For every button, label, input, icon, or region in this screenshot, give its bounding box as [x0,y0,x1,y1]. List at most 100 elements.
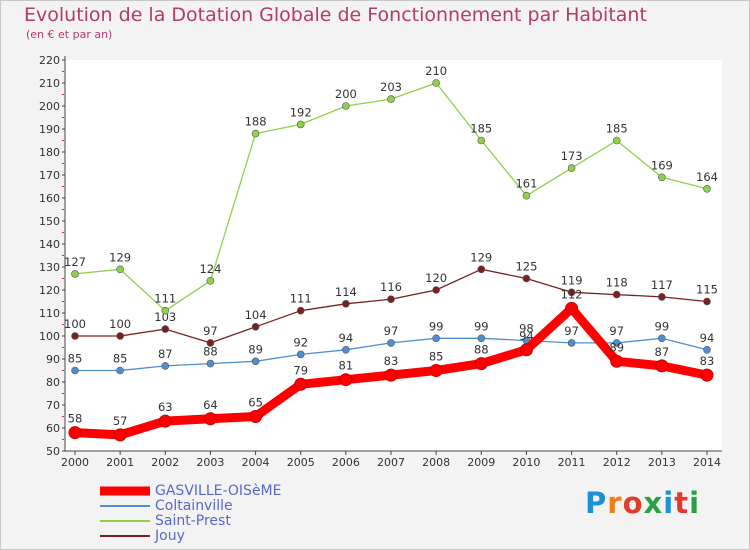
data-point [477,334,486,343]
x-tick-label: 2000 [61,456,89,469]
x-tick-label: 2008 [422,456,450,469]
x-tick-label: 2005 [287,456,315,469]
data-label: 103 [154,310,176,324]
data-label: 164 [696,170,718,184]
data-point [703,297,711,306]
data-point [249,410,263,423]
data-point [71,270,79,278]
data-point [387,339,395,347]
data-label: 210 [425,64,447,78]
data-label: 118 [606,276,628,290]
x-tick-label: 2004 [242,456,270,469]
x-tick-label: 2007 [377,456,405,469]
logo-letter: i [689,486,701,520]
data-label: 111 [290,292,312,306]
data-label: 97 [564,324,579,338]
data-label: 88 [474,343,489,357]
legend-label-jouy: Jouy [155,528,185,544]
data-point [477,136,486,145]
data-point [251,322,260,331]
data-point [567,339,576,347]
data-point [158,414,172,428]
data-label: 83 [700,354,715,368]
data-label: 64 [203,398,218,412]
legend-label-coltainville: Coltainville [155,498,233,514]
data-point [655,359,669,373]
data-label: 89 [248,342,263,356]
data-point [116,366,124,375]
x-tick-label: 2009 [467,456,495,469]
data-label: 85 [113,352,128,366]
data-label: 85 [429,350,444,364]
data-point [296,306,305,315]
x-tick-label: 2003 [196,456,224,469]
data-point [296,350,305,359]
data-point [565,301,579,315]
data-label: 99 [655,319,670,333]
data-label: 114 [335,285,357,299]
data-label: 169 [651,158,673,172]
data-label: 173 [561,149,583,163]
y-tick-label: 190 [39,123,60,136]
data-label: 97 [203,324,218,338]
data-label: 97 [384,324,399,338]
data-label: 129 [109,250,131,264]
data-point [206,339,215,347]
data-point [206,276,215,285]
x-tick-label: 2011 [558,456,586,469]
y-tick-label: 110 [39,307,60,320]
data-label: 192 [290,105,312,119]
y-tick-label: 140 [39,238,60,251]
data-label: 79 [293,363,308,377]
data-point [703,185,711,193]
data-point [610,354,624,368]
data-point [113,428,127,442]
data-label: 185 [606,122,628,136]
logo-letter: t [674,486,690,520]
data-label: 99 [474,319,489,333]
data-point [203,412,217,426]
data-point [658,293,666,301]
x-tick-label: 2002 [151,456,179,469]
data-point [116,265,124,274]
data-label: 94 [519,329,534,343]
data-label: 100 [109,317,131,331]
data-point [387,95,395,103]
data-label: 125 [515,260,537,274]
data-point [206,359,215,368]
y-tick-label: 90 [46,353,60,366]
data-label: 100 [64,317,86,331]
data-label: 57 [113,414,128,428]
y-tick-label: 130 [39,261,60,274]
data-label: 200 [335,87,357,101]
data-point [251,129,260,138]
data-label: 120 [425,271,447,285]
y-tick-label: 100 [39,330,60,343]
data-label: 203 [380,80,402,94]
legend-swatch-coltainville [100,505,150,507]
data-label: 94 [700,331,715,345]
legend-swatch-saint-prest [100,520,150,522]
data-label: 85 [68,352,83,366]
y-tick-label: 160 [39,192,60,205]
plot-area [65,60,722,451]
data-label: 129 [470,250,492,264]
data-point [700,368,714,382]
data-label: 88 [203,345,218,359]
data-point [432,334,440,343]
data-point [296,120,305,129]
data-label: 104 [245,308,267,322]
y-tick-label: 180 [39,146,60,159]
data-label: 63 [158,400,173,414]
legend-label-saint-prest: Saint-Prest [155,513,231,529]
legend-swatch-gasville [100,486,150,496]
data-label: 92 [293,335,308,349]
data-point [342,345,350,354]
data-label: 81 [339,359,354,373]
x-tick-label: 2014 [693,456,721,469]
data-label: 115 [696,283,718,297]
logo-letter: r [607,486,623,520]
data-point [116,332,124,340]
data-point [161,306,170,315]
data-label: 83 [384,354,399,368]
